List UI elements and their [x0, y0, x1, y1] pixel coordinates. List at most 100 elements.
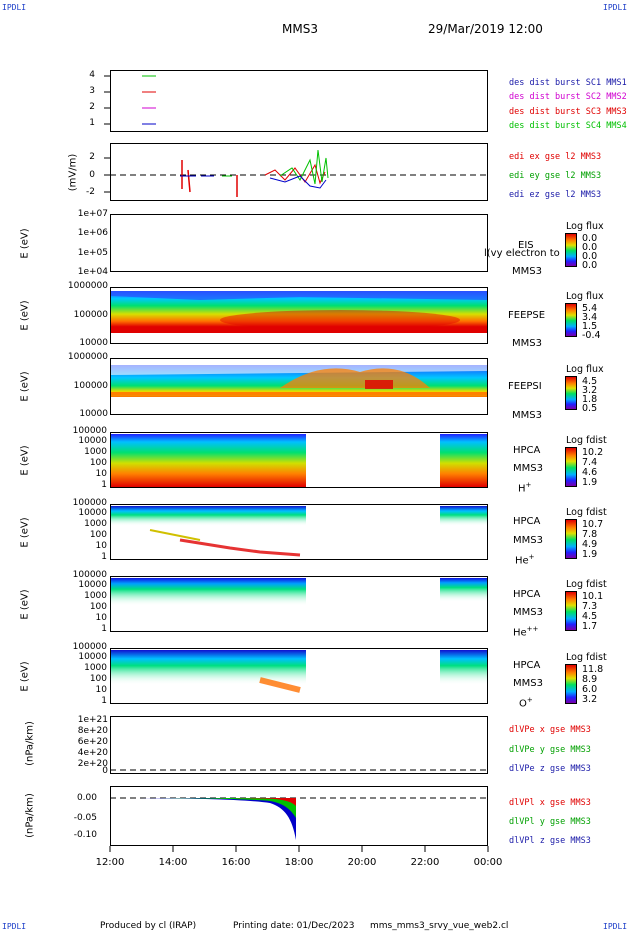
footer-file: mms_mms3_srvy_vue_web2.cl: [370, 921, 509, 931]
feepsi-ytick-2: 10000: [79, 409, 108, 419]
hpca-he2-spectrogram-2: [440, 578, 487, 602]
feepse-colorbar: [565, 303, 577, 337]
hpca-he2-cb-0: 10.1: [582, 591, 604, 602]
divpi-x-trace: [112, 798, 296, 806]
hpca-he-cb-1: 7.8: [582, 529, 598, 540]
hpca-o-spectrogram-1: [111, 650, 306, 685]
eis-ytick-0: 1e+07: [77, 209, 108, 219]
hpca-he-ytick-0: 100000: [72, 498, 107, 508]
hpca-he2-cb-3: 1.7: [582, 621, 598, 632]
efield-ytick-2: 2: [89, 152, 95, 162]
eis-instrument-label: EIS: [518, 240, 534, 251]
divpe-legend-z: dlVPe z gse MMS3: [509, 764, 591, 774]
eis-sc-label: MMS3: [512, 266, 542, 277]
hpca-h-cb-3: 1.9: [582, 477, 598, 488]
divpe-ytick-1: 8e+20: [77, 726, 108, 736]
datetime-title: 29/Mar/2019 12:00: [428, 22, 543, 36]
hpca-he2-ytick-3: 100: [89, 602, 107, 612]
divpe-ytick-5: 0: [102, 766, 108, 776]
hpca-he2-sc: MMS3: [513, 607, 543, 618]
burst-panel: [110, 70, 488, 132]
hpca-he2-instrument: HPCA: [513, 589, 541, 600]
hpca-he-ytick-2: 1000: [84, 519, 107, 529]
eis-cb-3: 0.0: [582, 260, 598, 271]
hpca-h-ytick-5: 1: [101, 480, 107, 490]
hpca-o-ytick-0: 100000: [72, 642, 107, 652]
feepse-cb-1: 3.4: [582, 312, 598, 323]
eis-cb-1: 0.0: [582, 242, 598, 253]
xtick-4: 20:00: [347, 857, 377, 868]
hpca-he-ytick-4: 10: [95, 541, 107, 551]
burst-ytick-2: 2: [89, 102, 95, 112]
feepse-cb-2: 1.5: [582, 321, 598, 332]
hpca-h-ytick-0: 100000: [72, 426, 107, 436]
efield-legend-z: edi ez gse l2 MMS3: [509, 190, 602, 200]
burst-ytick-4: 4: [89, 70, 95, 80]
efield-legend-y: edi ey gse l2 MMS3: [509, 171, 602, 181]
hpca-he-cb-0: 10.7: [582, 519, 604, 530]
burst-legend-4: des dist burst SC4 MMS4: [509, 121, 627, 131]
divpe-ytick-3: 4e+20: [77, 748, 108, 758]
feepse-cb-title: Log flux: [566, 291, 604, 302]
feepse-cb-3: -0.4: [582, 330, 601, 341]
eis-colorbar: [565, 233, 577, 267]
divpe-ytick-2: 6e+20: [77, 737, 108, 747]
hpca-h-sc: MMS3: [513, 463, 543, 474]
hpca-he-species: He+: [515, 553, 535, 567]
xtick-1: 14:00: [158, 857, 188, 868]
hpca-o-cb-0: 11.8: [582, 664, 604, 675]
eis-cb-0: 0.0: [582, 233, 598, 244]
divpe-panel: [110, 716, 488, 774]
hpca-o-ytick-1: 10000: [78, 652, 107, 662]
feepsi-ytick-0: 1000000: [67, 352, 108, 362]
hpca-he2-cb-2: 4.5: [582, 611, 598, 622]
feepse-ytick-2: 10000: [79, 338, 108, 348]
eis-overlay-label: l(vy electron to: [484, 248, 560, 259]
hpca-he-cb-3: 1.9: [582, 549, 598, 560]
hpca-o-instrument: HPCA: [513, 660, 541, 671]
hpca-o-cb-title: Log fdist: [566, 652, 607, 663]
eis-cb-2: 0.0: [582, 251, 598, 262]
hpca-h-ytick-1: 10000: [78, 436, 107, 446]
feepsi-colorbar: [565, 376, 577, 410]
efield-ytick-0: 0: [89, 170, 95, 180]
hpca-he-instrument: HPCA: [513, 516, 541, 527]
hpca-o-ytick-2: 1000: [84, 663, 107, 673]
divpe-ytick-4: 2e+20: [77, 759, 108, 769]
efield-ytick-m2: -2: [86, 187, 95, 197]
efield-legend-x: edi ex gse l2 MMS3: [509, 152, 602, 162]
hpca-he2-ytick-5: 1: [101, 624, 107, 634]
burst-legend-1: des dist burst SC1 MMS1: [509, 78, 627, 88]
feepsi-cb-3: 0.5: [582, 403, 598, 414]
divpe-legend-y: dlVPe y gse MMS3: [509, 745, 591, 755]
divpi-ytick-0: 0.00: [76, 793, 97, 803]
xtick-5: 22:00: [410, 857, 440, 868]
hpca-he-ytick-5: 1: [101, 552, 107, 562]
hpca-he2-ytick-2: 1000: [84, 591, 107, 601]
corner-label-bl: IPDLI: [2, 922, 27, 931]
hpca-he-ytick-1: 10000: [78, 508, 107, 518]
feepsi-cb-0: 4.5: [582, 376, 598, 387]
feepse-ytick-1: 100000: [73, 310, 108, 320]
xtick-3: 18:00: [284, 857, 314, 868]
divpi-z-trace: [112, 798, 296, 840]
hpca-he-spectrogram-1: [111, 506, 306, 526]
eis-ytick-3: 1e+04: [77, 267, 108, 277]
hpca-h-species: H+: [518, 481, 532, 495]
burst-ytick-1: 1: [89, 118, 95, 128]
hpca-h-ytick-3: 100: [89, 458, 107, 468]
feepse-ytick-0: 1000000: [67, 281, 108, 291]
burst-ytick-3: 3: [89, 86, 95, 96]
feepse-instrument-label: FEEPSE: [508, 310, 546, 321]
hpca-h-spectrogram-1: [111, 434, 306, 487]
feepsi-cb-1: 3.2: [582, 385, 598, 396]
xtick-2: 16:00: [221, 857, 251, 868]
hpca-he2-colorbar: [565, 591, 577, 631]
feepse-cb-0: 5.4: [582, 303, 598, 314]
hpca-h-cb-1: 7.4: [582, 457, 598, 468]
hpca-he2-ytick-4: 10: [95, 613, 107, 623]
hpca-o-cb-1: 8.9: [582, 674, 598, 685]
hpca-h-spectrogram-2: [440, 434, 487, 487]
hpca-he-cb-2: 4.9: [582, 539, 598, 550]
